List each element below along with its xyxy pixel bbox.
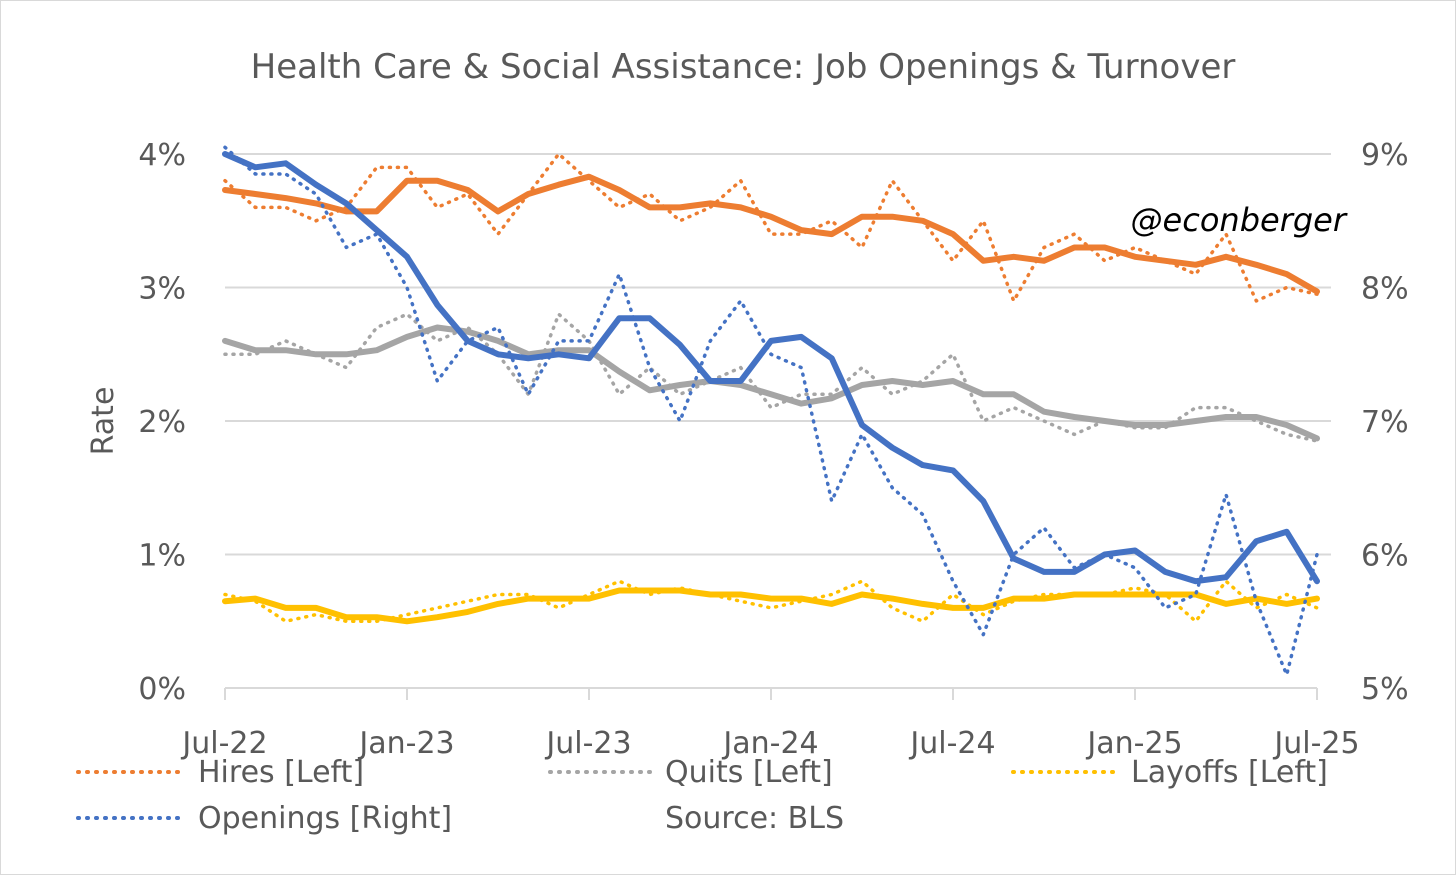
x-tick-label: Jul-23 bbox=[544, 726, 631, 761]
x-tick-label: Jan-24 bbox=[721, 726, 818, 761]
openings-monthly-line bbox=[223, 145, 1319, 677]
x-tick-label: Jul-22 bbox=[180, 726, 267, 761]
legend-label-quits: Quits [Left] bbox=[665, 755, 833, 790]
chart-title: Health Care & Social Assistance: Job Ope… bbox=[251, 47, 1236, 87]
series-lines bbox=[222, 145, 1320, 677]
layoffs-monthly-line bbox=[223, 579, 1319, 624]
right-axis-ticks: 5% 6% 7% 8% 9% bbox=[1361, 138, 1409, 707]
left-tick-label: 3% bbox=[138, 272, 186, 307]
right-tick-label: 9% bbox=[1361, 138, 1409, 173]
left-tick-label: 2% bbox=[138, 405, 186, 440]
right-tick-label: 5% bbox=[1361, 672, 1409, 707]
openings-average-line bbox=[222, 151, 1320, 585]
x-tick-label: Jan-25 bbox=[1085, 726, 1182, 761]
quits-average-line bbox=[222, 324, 1320, 442]
x-tick-label: Jan-23 bbox=[357, 726, 454, 761]
left-axis-ticks: 0% 1% 2% 3% 4% bbox=[138, 138, 186, 707]
left-tick-label: 1% bbox=[138, 539, 186, 574]
legend: Hires [Left] Quits [Left] Layoffs [Left] Op… bbox=[76, 755, 1328, 836]
left-tick-label: 4% bbox=[138, 138, 186, 173]
left-tick-label: 0% bbox=[138, 672, 186, 707]
right-tick-label: 7% bbox=[1361, 405, 1409, 440]
layoffs-average-line bbox=[222, 587, 1320, 625]
x-tick-label: Jul-24 bbox=[908, 726, 995, 761]
legend-label-hires: Hires [Left] bbox=[198, 755, 364, 790]
x-tick-label: Jul-25 bbox=[1272, 726, 1359, 761]
hires-monthly-line bbox=[223, 152, 1319, 303]
x-axis: Jul-22 Jan-23 Jul-23 Jan-24 Jul-24 Jan-25 Jul-… bbox=[180, 687, 1360, 761]
hires-average-line bbox=[222, 173, 1320, 295]
right-tick-label: 8% bbox=[1361, 272, 1409, 307]
legend-label-openings: Openings [Right] bbox=[198, 801, 452, 836]
left-axis-title: Rate bbox=[86, 387, 121, 456]
legend-label-layoffs: Layoffs [Left] bbox=[1131, 755, 1328, 790]
watermark-handle: @econberger bbox=[1131, 201, 1348, 239]
source-note: Source: BLS bbox=[665, 801, 844, 836]
right-tick-label: 6% bbox=[1361, 539, 1409, 574]
gridlines bbox=[225, 153, 1331, 556]
